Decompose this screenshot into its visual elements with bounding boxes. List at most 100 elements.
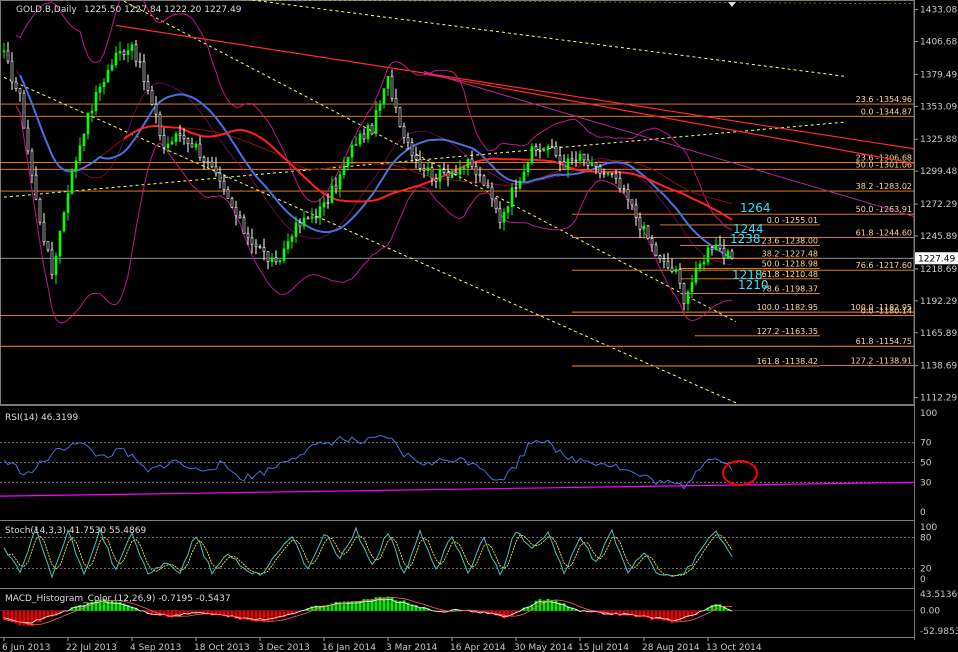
candle-body [270, 257, 274, 262]
candle-body [254, 243, 258, 247]
macd-bar [194, 610, 198, 614]
stoch-tick-label: 80 [920, 533, 932, 543]
candle-body [570, 158, 574, 161]
macd-bar [338, 601, 342, 611]
candle-body [290, 236, 294, 242]
macd-bar [326, 604, 330, 611]
candle-body [430, 167, 434, 179]
candle-body [266, 251, 270, 262]
macd-bar [534, 600, 538, 611]
price-tick-label: 1406.68 [920, 38, 957, 48]
candle-body [94, 92, 98, 112]
price-tick-label: 1353.09 [920, 102, 957, 112]
macd-bar [210, 610, 214, 616]
macd-bar [186, 610, 190, 615]
candle-body [698, 263, 702, 269]
macd-bar [114, 601, 118, 611]
fib-level-label: 127.2 -1163.35 [757, 327, 818, 336]
candle-body [618, 177, 622, 190]
candle-body [710, 247, 714, 250]
fib-level-label: 78.6 -1198.37 [762, 284, 818, 293]
macd-bar [498, 610, 502, 617]
macd-bar [394, 600, 398, 611]
candle-body [14, 81, 18, 89]
macd-bar [26, 610, 30, 626]
trend-channel-dotted-1 [123, 0, 737, 323]
rsi-line [3, 434, 733, 490]
macd-bar [354, 601, 358, 611]
shift-marker-icon [728, 2, 736, 7]
candle-body [606, 172, 610, 175]
macd-bar [494, 610, 498, 616]
candle-body [22, 92, 26, 129]
candle-body [494, 198, 498, 210]
macd-bar [322, 605, 326, 611]
candle-body [390, 75, 394, 99]
candle-body [454, 172, 458, 175]
candle-body [478, 174, 482, 177]
candle-body [458, 168, 462, 175]
ohlc-label: 1225.50 1227.84 1222.20 1227.49 [84, 5, 242, 15]
candle-body [330, 185, 334, 204]
time-tick-label: 3 Dec 2013 [258, 643, 310, 652]
macd-bar [150, 610, 154, 615]
macd-bar [190, 610, 194, 614]
candle-body [510, 187, 514, 207]
candle-body [126, 50, 130, 55]
price-tick-label: 1138.69 [920, 362, 957, 372]
macd-bar [102, 598, 106, 611]
time-tick-label: 28 Aug 2014 [642, 643, 700, 652]
candle-body [90, 110, 94, 114]
candle-body [482, 175, 486, 186]
macd-bar [674, 610, 678, 623]
candle-body [46, 241, 50, 251]
macd-bar [510, 610, 514, 616]
candle-body [642, 225, 646, 230]
candle-body [82, 133, 86, 147]
macd-bar [214, 610, 218, 616]
candle-body [138, 60, 142, 63]
candle-body [706, 247, 710, 263]
candle-body [18, 88, 22, 94]
macd-bar [74, 606, 78, 611]
candle-body [678, 269, 682, 284]
macd-bar [282, 610, 286, 618]
candle-body [174, 133, 178, 142]
fib-level-label: 38.2 -1283.02 [856, 182, 912, 191]
macd-bar [178, 610, 182, 617]
candle-body [242, 217, 246, 235]
macd-tick-label: 43.5136 [920, 590, 957, 600]
candle-body [146, 81, 150, 91]
macd-bar [658, 610, 662, 620]
candle-body [446, 172, 450, 178]
candle-body [598, 166, 602, 174]
macd-bar [162, 610, 166, 616]
macd-bar [78, 605, 82, 611]
macd-bar [286, 610, 290, 616]
macd-bar [374, 597, 378, 611]
candle-body [374, 110, 378, 135]
macd-bar [662, 610, 666, 621]
macd-bar [314, 605, 318, 611]
candle-body [298, 222, 302, 227]
candle-body [122, 51, 126, 55]
macd-bar [478, 610, 482, 614]
candle-body [410, 142, 414, 156]
candle-body [386, 75, 390, 89]
macd-bar [706, 607, 710, 611]
macd-bar [602, 610, 606, 615]
candle-body [594, 162, 598, 167]
macd-bar [382, 597, 386, 611]
candle-body [634, 204, 638, 218]
candle-body [646, 225, 650, 239]
macd-bar [266, 610, 270, 622]
candle-body [58, 230, 62, 257]
macd-bar [262, 610, 266, 623]
macd-bar [422, 606, 426, 611]
candle-body [278, 260, 282, 263]
candle-body [110, 64, 114, 71]
macd-bar [390, 597, 394, 611]
macd-bar [126, 605, 130, 611]
candle-body [54, 255, 58, 275]
